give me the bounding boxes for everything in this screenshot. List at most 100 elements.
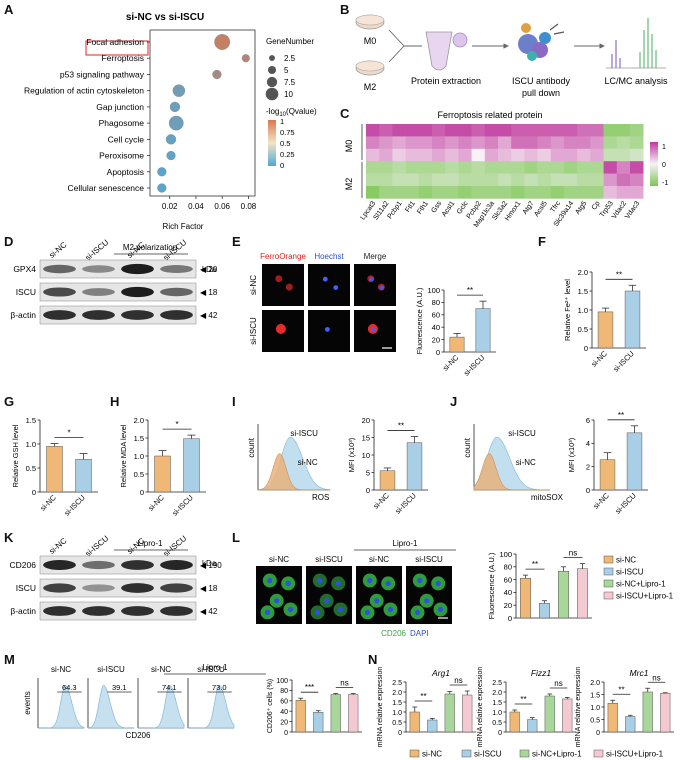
panel-label-d: D (4, 234, 13, 249)
l-stain-dapi: DAPI (410, 629, 429, 638)
a-bubble (165, 134, 177, 145)
c-heat-cell (471, 148, 486, 162)
bar-ytick-label: 0.5 (26, 464, 36, 473)
c-col-label: Atg5 (574, 200, 588, 216)
c-heat-cell (471, 136, 486, 150)
panel-l: Lipro-1 si-NC si-ISCU si-NC si-ISCU CD206 D… (256, 539, 674, 638)
bar-xtick-label: si-NC (146, 493, 166, 513)
m-sample-label: si-NC (151, 665, 171, 674)
c-heat-cell (405, 186, 420, 199)
bar (624, 290, 641, 349)
blot-band (121, 310, 154, 320)
bar-ylabel: Relative GSH level (11, 424, 20, 487)
c-heat-cell (484, 148, 499, 162)
bar-ytick-label: 0 (596, 730, 600, 737)
blot-band (82, 606, 115, 616)
blot-band (82, 288, 115, 296)
e-channel-label: Merge (364, 252, 387, 261)
k-kda: kDa (202, 559, 217, 568)
bar-xtick-label: si-NC (591, 491, 611, 511)
sig-label: ** (520, 695, 526, 704)
bar (539, 603, 550, 619)
nucleus (317, 577, 323, 584)
panel-label-a: A (4, 2, 14, 17)
c-heat-cell (537, 136, 552, 150)
c-heat-cell (445, 148, 459, 162)
antibody-icon (549, 23, 565, 35)
bar-ylabel: Relative MDA level (119, 424, 128, 487)
c-heat-cell (498, 173, 512, 187)
blot-band (160, 606, 193, 616)
a-size-legend-label: 5 (284, 66, 289, 75)
c-heat-cell (524, 136, 538, 150)
bar (295, 700, 306, 733)
d-kda: kDa (202, 265, 217, 274)
blot-kda-value: ◀ 20 (200, 265, 218, 274)
c-heat-cell (616, 161, 631, 174)
panel-label-c: C (340, 106, 350, 121)
b-m2-label: M2 (364, 82, 377, 92)
c-heat-cell (458, 136, 472, 150)
c-heat-cell (524, 186, 538, 199)
bar-ytick-label: 0 (284, 730, 288, 737)
a-size-legend-dot (265, 87, 279, 101)
n-gene-title: Fizz1 (531, 668, 552, 678)
m-sample-label: si-NC (51, 665, 71, 674)
cell-signal (285, 283, 293, 291)
bar-ytick-label: 1.0 (578, 306, 588, 315)
bar (558, 571, 569, 619)
bar-ytick-label: 60 (432, 311, 440, 320)
bar-xtick-label: si-ISCU (611, 349, 636, 374)
bar-ytick-label: 100 (499, 550, 512, 559)
a-size-legend-label: 10 (284, 90, 293, 99)
bar (527, 719, 538, 733)
a-bubble (157, 183, 167, 193)
c-heat-cell (379, 148, 393, 162)
n-legend-swatch (593, 749, 604, 758)
l-header: Lipro-1 (393, 539, 418, 548)
c-heat-cell (630, 186, 644, 199)
c-heat-cell (577, 186, 591, 199)
a-bubble (212, 69, 222, 80)
blot-band (82, 560, 115, 570)
e-image-tile (308, 264, 350, 306)
a-bubble (166, 150, 176, 161)
c-heat-cell (603, 148, 618, 162)
c-heat-cell (484, 186, 499, 199)
bar (544, 695, 555, 733)
c-heat-cell (564, 161, 578, 174)
c-heat-cell (405, 136, 420, 150)
panel-d: M2 polarization kDa si-NC si-ISCU si-NC si-… (10, 238, 218, 325)
c-col-label: Acsl5 (533, 200, 549, 218)
bar (313, 711, 324, 733)
c-heat-cell (432, 136, 446, 150)
c-heat-cell (590, 161, 604, 174)
bar-ytick-label: 0.5 (492, 720, 502, 727)
c-heat-cell (550, 161, 565, 174)
a-color-legend-title: -log10(Qvalue) (266, 107, 317, 118)
bar (599, 459, 616, 491)
a-bubble (169, 101, 181, 113)
a-bubble (214, 34, 231, 50)
legend-swatch (603, 591, 614, 600)
c-col-label: Vdac3 (624, 200, 641, 220)
c-title: Ferroptosis related protein (437, 110, 542, 120)
c-heat-cell (484, 136, 499, 150)
c-heat-cell (445, 186, 459, 199)
panel-c: Ferroptosis related protein M0 M2 1 0 -1… (344, 110, 668, 229)
sig-label: ns (554, 679, 562, 688)
c-heat-cell (458, 161, 472, 174)
bar-ytick-label: 2.0 (578, 268, 588, 277)
bar-ytick-label: 2.5 (392, 680, 402, 687)
blot-band (121, 263, 154, 275)
m-percent: 74.1 (162, 683, 177, 692)
a-pathway-label: Cellular senescence (67, 183, 144, 193)
bar-ytick-label: 0.5 (590, 717, 600, 724)
highlight-box (85, 40, 149, 56)
l-tile-label: si-NC (369, 555, 389, 564)
m-histogram (87, 685, 134, 729)
n-mrc1-chart: 0 0.5 1.0 1.5 2.0 mRNA relative expression ** n… (575, 667, 674, 747)
a-pathway-label: Gap junction (96, 102, 144, 112)
a-size-legend-label: 2.5 (284, 54, 296, 63)
c-heat-cell (590, 124, 604, 137)
